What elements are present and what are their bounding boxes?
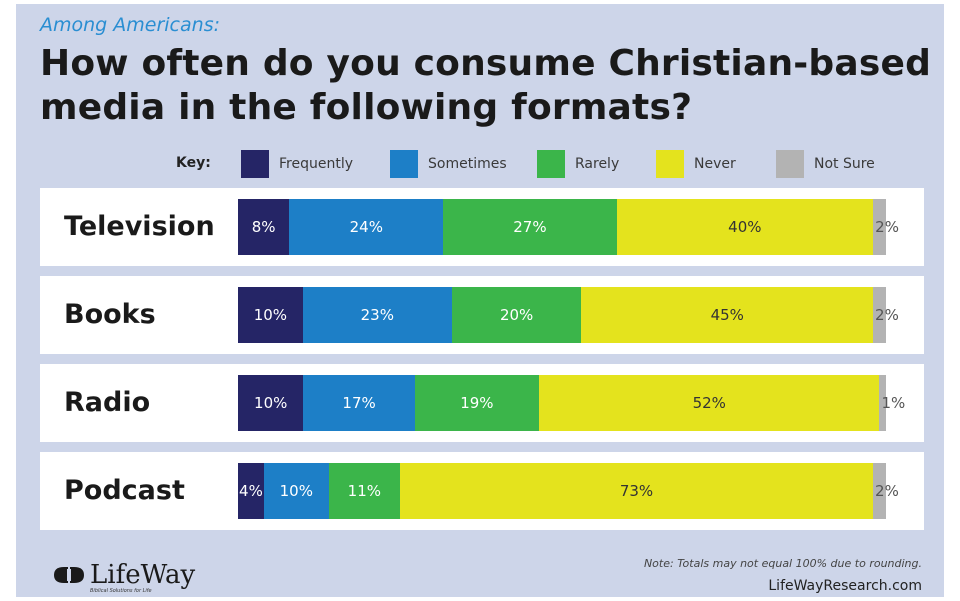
logo-text: LifeWay <box>90 560 196 590</box>
infographic: Among Americans: How often do you consum… <box>16 4 944 597</box>
data-label-radio-not-sure: 1% <box>881 394 906 412</box>
legend-swatch-not-sure <box>776 150 804 178</box>
bar-segment-television-sometimes: 24% <box>289 199 444 255</box>
data-label-television-never: 40% <box>728 218 762 236</box>
bar-segment-podcast-never: 73% <box>400 463 874 519</box>
source-website: LifeWayResearch.com <box>768 578 922 594</box>
data-label-television-sometimes: 24% <box>349 218 383 236</box>
rounding-note: Note: Totals may not equal 100% due to r… <box>643 557 922 570</box>
data-label-television-rarely: 27% <box>513 218 547 236</box>
data-label-books-rarely: 20% <box>499 306 534 324</box>
legend-swatch-never <box>656 150 684 178</box>
data-label-podcast-never: 73% <box>619 482 654 500</box>
legend-item-frequently: Frequently <box>241 149 353 179</box>
logo-tagline: Biblical Solutions for Life <box>90 588 152 594</box>
bar-segment-podcast-sometimes: 10% <box>263 463 329 519</box>
data-label-books-frequently: 10% <box>253 306 288 324</box>
lifeway-logo: LifeWay <box>52 560 195 590</box>
data-label-podcast-rarely: 11% <box>347 482 382 500</box>
bar-row-podcast: Podcast 4% 10% 11% 73% 2% <box>40 452 924 530</box>
legend-text-not-sure: Not Sure <box>814 156 875 172</box>
title-line-2: media in the following formats? <box>40 87 693 128</box>
chart-subtitle: Among Americans: <box>40 14 220 36</box>
bar-segment-television-never: 40% <box>616 199 874 255</box>
bar-segment-radio-rarely: 19% <box>414 375 540 431</box>
bar-segment-radio-never: 52% <box>539 375 880 431</box>
category-label-radio: Radio <box>64 387 151 418</box>
bar-segment-radio-not-sure: 1% <box>879 375 905 431</box>
bar-segment-podcast-rarely: 11% <box>328 463 400 519</box>
stacked-bar-chart: Television 8% 24% 27% 40% 2% Books 10% 23% 20% 45%… <box>16 4 944 597</box>
title-line-1: How often do you consume Christian-based <box>40 43 932 84</box>
legend-text-rarely: Rarely <box>575 156 620 172</box>
data-label-television-not-sure: 2% <box>875 218 899 236</box>
legend: Key: Frequently Sometimes Rarely Never N… <box>16 149 944 179</box>
legend-swatch-rarely <box>537 150 565 178</box>
category-label-podcast: Podcast <box>64 475 185 506</box>
bar-segment-radio-sometimes: 17% <box>303 375 415 431</box>
bar-segment-podcast-frequently: 4% <box>238 463 264 519</box>
bar-row-radio: Radio 10% 17% 19% 52% 1% <box>40 364 924 442</box>
legend-label: Key: <box>176 155 211 171</box>
data-label-television-frequently: 8% <box>251 218 276 236</box>
data-label-podcast-frequently: 4% <box>239 482 263 500</box>
category-label-books: Books <box>64 299 156 330</box>
data-label-radio-frequently: 10% <box>254 394 288 412</box>
legend-item-rarely: Rarely <box>537 149 619 179</box>
bar-row-television: Television 8% 24% 27% 40% 2% <box>40 188 924 266</box>
data-label-radio-rarely: 19% <box>460 394 494 412</box>
stacked-bar-television: 8% 24% 27% 40% 2% <box>238 199 899 255</box>
chart-title: How often do you consume Christian-based… <box>40 42 931 130</box>
bar-segment-books-sometimes: 23% <box>302 287 452 343</box>
bar-segment-podcast-not-sure: 2% <box>873 463 899 519</box>
category-label-television: Television <box>64 211 215 242</box>
bar-segment-books-never: 45% <box>581 287 874 343</box>
data-label-books-never: 45% <box>710 306 744 324</box>
bar-row-books: Books 10% 23% 20% 45% 2% <box>40 276 924 354</box>
legend-text-never: Never <box>694 156 736 172</box>
lifeway-logo-icon <box>54 567 84 583</box>
legend-item-sometimes: Sometimes <box>390 149 507 179</box>
bar-segment-books-rarely: 20% <box>451 287 582 343</box>
legend-swatch-frequently <box>241 150 269 178</box>
data-label-books-sometimes: 23% <box>360 306 394 324</box>
bar-segment-television-rarely: 27% <box>443 199 617 255</box>
bar-segment-radio-frequently: 10% <box>238 375 304 431</box>
bar-segment-books-frequently: 10% <box>238 287 303 343</box>
data-label-podcast-not-sure: 2% <box>875 482 899 500</box>
bar-segment-television-frequently: 8% <box>238 199 290 255</box>
data-label-podcast-sometimes: 10% <box>279 482 313 500</box>
bar-segment-television-not-sure: 2% <box>873 199 899 255</box>
legend-item-never: Never <box>656 149 736 179</box>
stacked-bar-books: 10% 23% 20% 45% 2% <box>238 287 899 343</box>
legend-text-frequently: Frequently <box>279 156 354 172</box>
stacked-bar-radio: 10% 17% 19% 52% 1% <box>238 375 905 431</box>
data-label-radio-never: 52% <box>692 394 726 412</box>
bar-segment-books-not-sure: 2% <box>873 287 899 343</box>
data-label-books-not-sure: 2% <box>875 306 899 324</box>
legend-text-sometimes: Sometimes <box>428 156 507 172</box>
legend-item-not-sure: Not Sure <box>776 149 875 179</box>
data-label-radio-sometimes: 17% <box>342 394 376 412</box>
stacked-bar-podcast: 4% 10% 11% 73% 2% <box>238 463 899 519</box>
legend-swatch-sometimes <box>390 150 418 178</box>
